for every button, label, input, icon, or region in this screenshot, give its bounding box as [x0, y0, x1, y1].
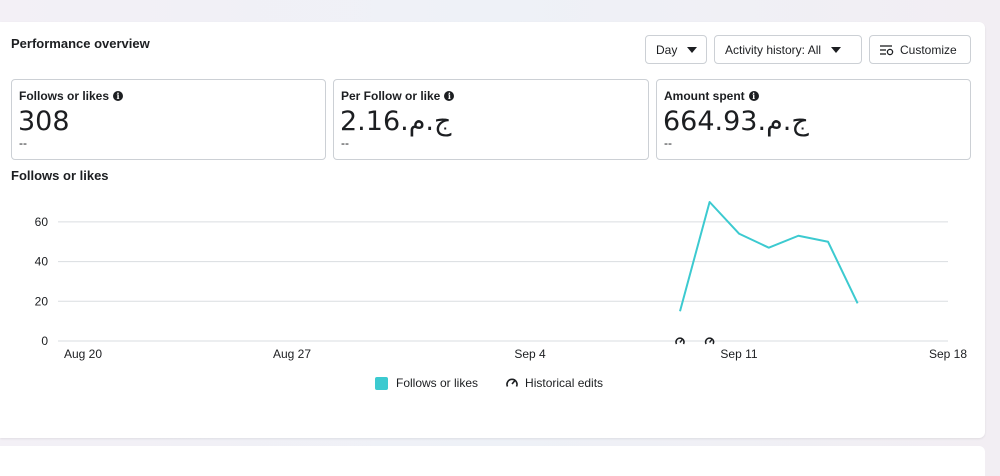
- y-tick-label: 20: [35, 294, 49, 308]
- x-tick-label: Aug 27: [273, 347, 311, 361]
- historical-edit-needle: [680, 339, 683, 343]
- legend-historical-label[interactable]: Historical edits: [525, 376, 603, 390]
- y-tick-label: 0: [41, 334, 48, 348]
- x-tick-label: Sep 18: [929, 347, 967, 361]
- chart-legend: Follows or likes Historical edits: [375, 376, 603, 390]
- x-tick-label: Sep 11: [720, 347, 757, 361]
- x-tick-label: Aug 20: [64, 347, 102, 361]
- series-line: [680, 202, 858, 311]
- y-tick-label: 40: [35, 255, 49, 269]
- x-tick-label: Sep 4: [514, 347, 546, 361]
- y-tick-label: 60: [35, 215, 49, 229]
- historical-edit-icon: [505, 376, 519, 390]
- legend-follows-label[interactable]: Follows or likes: [396, 376, 478, 390]
- series-swatch: [375, 377, 388, 390]
- historical-edit-needle: [710, 339, 713, 343]
- next-card: [0, 446, 985, 476]
